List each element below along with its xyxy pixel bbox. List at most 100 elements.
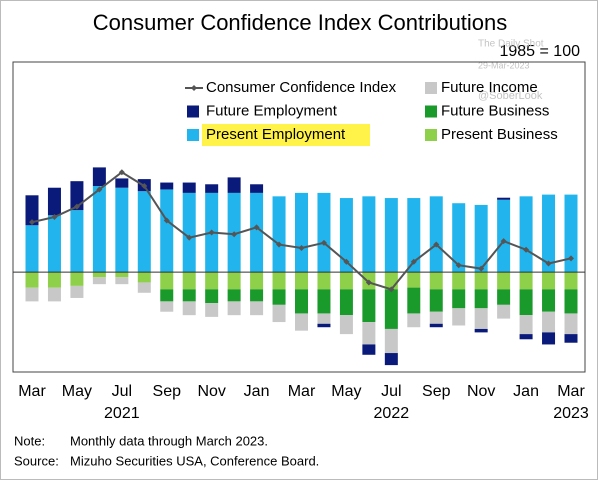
bar	[339, 272, 353, 290]
bar	[542, 311, 556, 333]
watermark: 29-Mar-2023	[478, 60, 530, 70]
bar	[452, 203, 466, 273]
bar	[295, 192, 308, 273]
bar	[429, 272, 443, 290]
bar	[70, 210, 84, 273]
bar	[497, 199, 511, 273]
point	[141, 183, 148, 189]
point	[186, 234, 193, 241]
point	[523, 246, 530, 253]
bar	[362, 322, 376, 345]
bar	[474, 289, 488, 309]
bar	[339, 289, 353, 316]
x-tick-label: Nov	[197, 383, 225, 400]
bar	[227, 289, 241, 302]
bar	[227, 177, 241, 193]
bar	[564, 334, 578, 343]
bar	[339, 198, 353, 273]
bar	[137, 191, 151, 273]
bar	[272, 196, 286, 273]
bar	[362, 196, 376, 273]
bar	[272, 272, 286, 290]
bar	[317, 289, 331, 314]
point	[118, 169, 125, 176]
bar	[429, 311, 443, 324]
bar	[317, 323, 331, 328]
bar	[92, 167, 106, 186]
chart-subtitle: 1985 = 100	[499, 43, 580, 60]
year-label: 2022	[374, 405, 410, 422]
legend-swatch	[425, 82, 437, 94]
bar	[452, 289, 466, 309]
bar	[115, 272, 129, 278]
bar	[25, 225, 39, 273]
bar	[542, 194, 556, 273]
x-tick-label: May	[331, 383, 361, 400]
point	[545, 260, 552, 267]
bar	[160, 301, 174, 312]
bar	[205, 303, 219, 317]
bar	[474, 308, 488, 329]
x-tick-label: Jan	[244, 383, 270, 400]
year-label: 2023	[553, 405, 589, 422]
bar	[407, 198, 421, 273]
bar	[474, 204, 488, 273]
legend-label: Consumer Confidence Index	[206, 79, 397, 96]
legend-highlight	[202, 124, 370, 146]
bar	[272, 304, 286, 323]
point	[478, 265, 485, 272]
bar	[115, 178, 129, 188]
bar	[160, 272, 174, 290]
bar	[362, 344, 376, 355]
bar	[384, 353, 398, 366]
point	[388, 286, 395, 293]
legend-label: Present Business	[441, 126, 558, 143]
bar	[429, 289, 443, 312]
bar	[407, 313, 421, 328]
legend-label: Present Employment	[206, 126, 346, 143]
bar	[542, 332, 556, 345]
bar	[205, 272, 219, 290]
point	[253, 224, 260, 231]
chart-title: Consumer Confidence Index Contributions	[93, 10, 508, 35]
bar	[92, 277, 106, 285]
x-tick-label: Nov	[467, 383, 495, 400]
bar	[25, 195, 39, 226]
bar	[452, 272, 466, 290]
point	[29, 219, 35, 226]
bar	[92, 272, 106, 278]
legend-swatch	[425, 129, 437, 141]
x-tick-label: Mar	[18, 383, 46, 400]
bar	[205, 184, 219, 193]
bar	[250, 272, 264, 290]
bar	[497, 272, 511, 290]
point	[365, 279, 372, 286]
legend-label: Future Income	[441, 79, 538, 96]
bar	[25, 272, 39, 288]
bar	[564, 289, 578, 314]
point	[208, 229, 215, 236]
bar	[160, 182, 174, 190]
legend-label: Future Employment	[206, 102, 338, 119]
x-tick-label: Mar	[288, 383, 316, 400]
x-tick-label: Sep	[153, 383, 182, 400]
bar	[317, 313, 331, 324]
bar	[182, 192, 196, 273]
bar	[250, 192, 264, 273]
bar	[295, 289, 308, 314]
legend-marker	[191, 85, 197, 91]
point	[343, 258, 350, 265]
x-tick-label: Mar	[557, 383, 585, 400]
x-tick-label: Jul	[381, 383, 401, 400]
bar	[47, 215, 61, 273]
bar	[47, 187, 61, 216]
bar	[384, 289, 398, 329]
point	[73, 203, 80, 210]
point	[231, 231, 238, 238]
bar	[115, 187, 129, 273]
point	[455, 262, 462, 269]
bar	[519, 334, 533, 340]
bar	[182, 301, 196, 316]
bar	[564, 194, 578, 273]
bar	[519, 196, 533, 273]
